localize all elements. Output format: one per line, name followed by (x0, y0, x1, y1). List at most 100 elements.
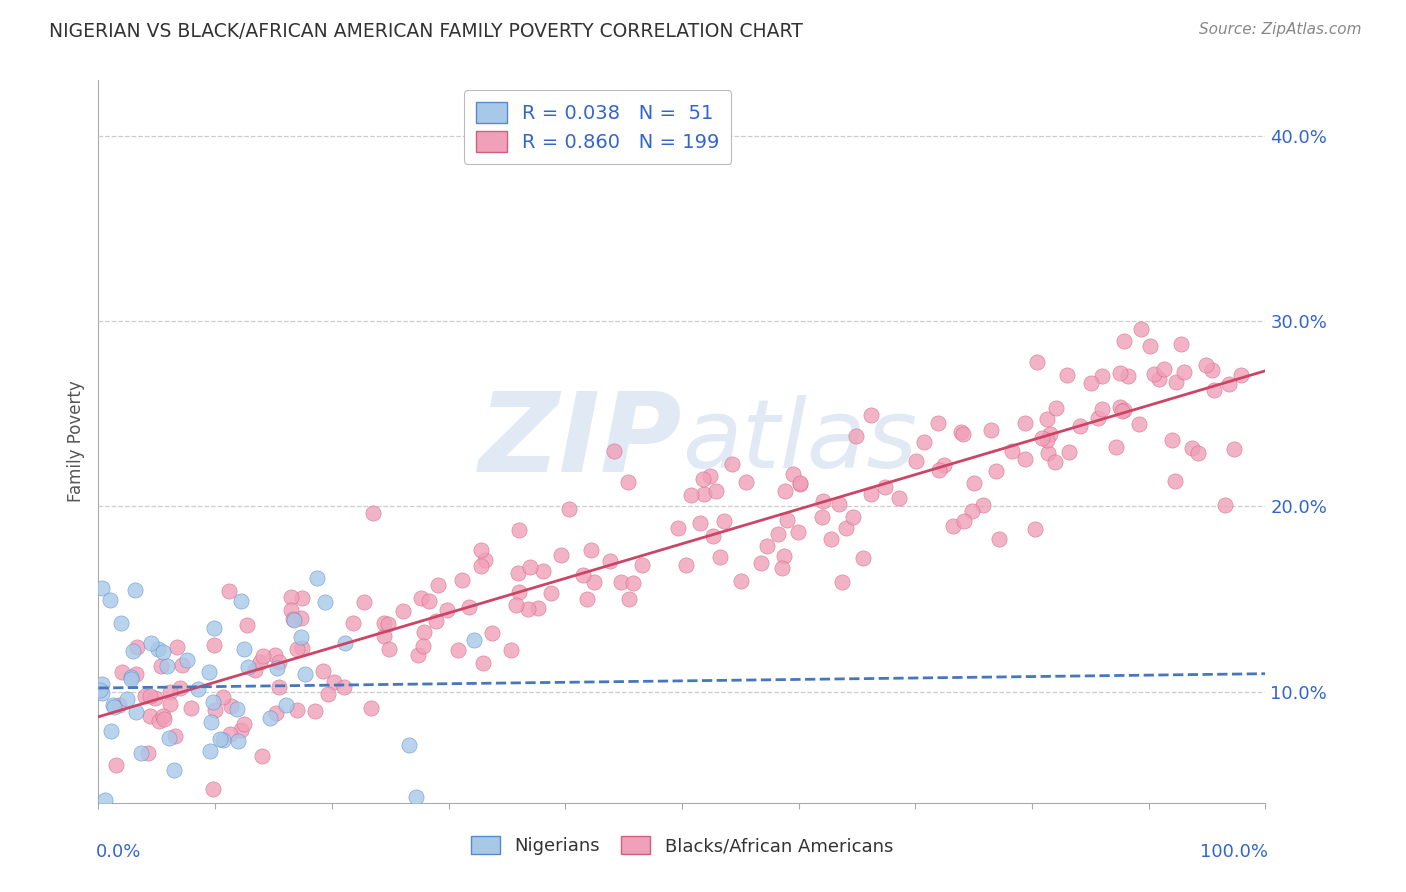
Point (447, 643, 470, 657)
Point (942, 519, 965, 533)
Point (285, 703, 308, 717)
Point (290, 630, 312, 644)
Point (950, 425, 973, 440)
Point (290, 610, 312, 624)
Point (1147, 372, 1170, 386)
Text: atlas: atlas (682, 395, 917, 488)
Legend: Nigerians, Blacks/African Americans: Nigerians, Blacks/African Americans (464, 829, 900, 863)
Point (1109, 400, 1132, 414)
Point (704, 483, 727, 498)
Point (212, 733, 235, 747)
Point (952, 514, 974, 528)
Point (276, 698, 298, 712)
Point (952, 427, 974, 442)
Point (111, 665, 134, 680)
Point (148, 714, 170, 728)
Point (887, 491, 910, 506)
Point (972, 498, 994, 512)
Point (928, 463, 950, 477)
Point (233, 716, 256, 731)
Point (1118, 368, 1140, 383)
Point (1014, 416, 1036, 430)
Point (474, 553, 496, 567)
Point (243, 663, 266, 677)
Point (1222, 442, 1244, 456)
Point (709, 549, 731, 564)
Point (291, 591, 314, 605)
Point (322, 674, 344, 689)
Point (307, 571, 329, 585)
Point (1111, 404, 1133, 418)
Point (1031, 431, 1053, 445)
Point (960, 504, 983, 518)
Point (789, 477, 811, 491)
Point (617, 475, 640, 489)
Point (143, 690, 166, 705)
Point (579, 542, 602, 557)
Point (508, 584, 530, 599)
Point (353, 595, 375, 609)
Point (575, 591, 598, 606)
Point (124, 706, 146, 720)
Point (283, 614, 305, 628)
Point (835, 521, 858, 535)
Point (98, 593, 121, 607)
Point (1024, 522, 1046, 536)
Point (316, 687, 339, 701)
Point (94, 793, 117, 807)
Point (1036, 446, 1059, 460)
Point (1105, 440, 1128, 454)
Point (811, 493, 834, 508)
Point (787, 524, 810, 539)
Text: 100.0%: 100.0% (1199, 843, 1268, 861)
Point (1057, 445, 1080, 459)
Point (409, 591, 432, 605)
Point (934, 458, 956, 472)
Point (159, 685, 181, 699)
Point (735, 475, 758, 490)
Point (294, 667, 316, 681)
Point (602, 444, 624, 458)
Point (1056, 368, 1078, 382)
Point (269, 680, 291, 694)
Point (398, 738, 420, 752)
Point (139, 689, 162, 703)
Point (713, 514, 735, 528)
Point (202, 621, 225, 635)
Point (312, 664, 335, 678)
Point (342, 616, 364, 631)
Point (304, 704, 326, 718)
Point (621, 576, 644, 591)
Point (1164, 474, 1187, 488)
Point (768, 527, 790, 541)
Point (782, 467, 804, 482)
Point (139, 709, 162, 723)
Point (1036, 412, 1059, 426)
Point (681, 488, 703, 502)
Point (773, 484, 796, 499)
Point (1201, 363, 1223, 377)
Point (90, 676, 112, 690)
Point (1069, 419, 1091, 434)
Point (229, 594, 252, 608)
Point (378, 641, 401, 656)
Point (252, 748, 274, 763)
Point (481, 626, 503, 640)
Point (229, 723, 252, 738)
Point (200, 744, 222, 758)
Point (1108, 366, 1130, 380)
Point (418, 593, 440, 607)
Point (412, 639, 434, 653)
Point (373, 628, 395, 642)
Text: 0.0%: 0.0% (96, 843, 142, 861)
Text: NIGERIAN VS BLACK/AFRICAN AMERICAN FAMILY POVERTY CORRELATION CHART: NIGERIAN VS BLACK/AFRICAN AMERICAN FAMIL… (49, 22, 803, 41)
Point (675, 558, 697, 572)
Point (200, 714, 222, 729)
Point (176, 653, 198, 667)
Point (540, 585, 562, 599)
Point (1112, 334, 1135, 349)
Point (927, 416, 949, 430)
Point (463, 633, 485, 648)
Point (134, 690, 156, 704)
Point (789, 475, 811, 490)
